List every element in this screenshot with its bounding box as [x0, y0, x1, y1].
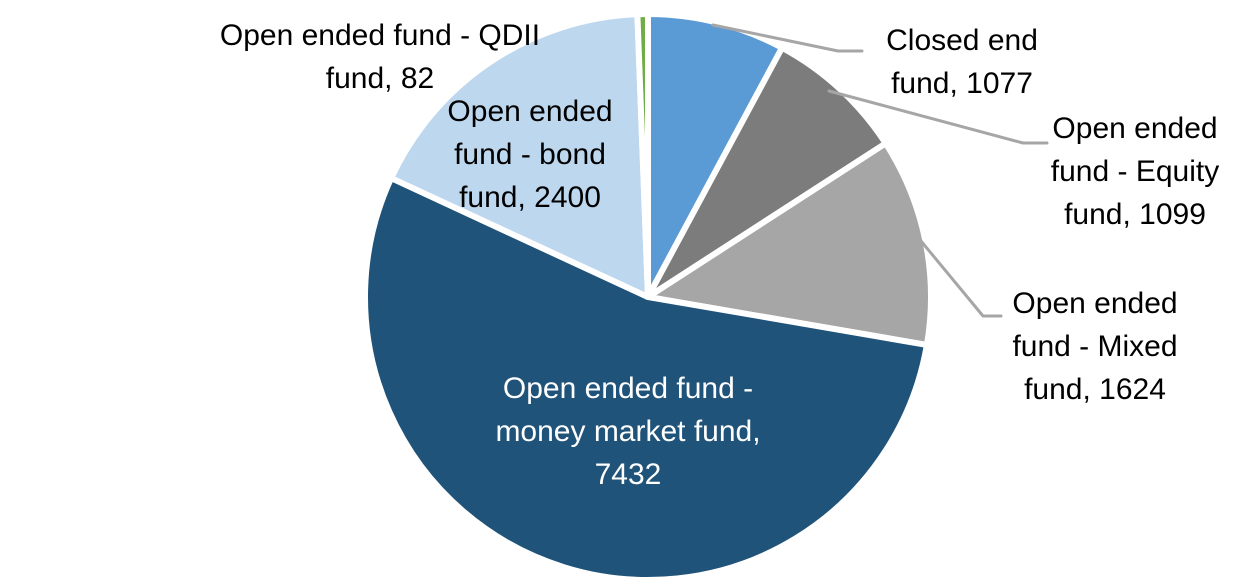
pie-slices [362, 11, 934, 583]
pie-slice-open-ended-fund-mixed-fund [645, 140, 934, 348]
data-label-line: fund - Mixed [1012, 330, 1178, 363]
data-label-line: fund, 1099 [1064, 198, 1206, 231]
leader-line-mixed-fund [919, 239, 1003, 318]
data-label-line: fund - Equity [1050, 155, 1220, 188]
data-label-mixed-fund: Open ended fund - Mixed fund, 1624 [1012, 282, 1177, 411]
data-label-line: 7432 [594, 458, 662, 491]
data-label-closed-end-fund: Closed end fund, 1077 [886, 19, 1038, 105]
pie-slice-open-ended-fund-money-market-fund [362, 175, 930, 583]
data-label-line: money market fund, [495, 415, 761, 448]
data-label-line: Open ended [1052, 112, 1218, 145]
pie-slice-open-ended-fund-bond-fund [388, 11, 651, 300]
data-label-line: fund, 82 [325, 62, 435, 95]
data-label-line: Open ended fund - [502, 372, 754, 405]
data-label-line: Closed end [886, 24, 1038, 57]
data-label-equity-fund: Open ended fund - Equity fund, 1099 [1051, 107, 1219, 236]
data-label-money-market-fund: Open ended fund - money market fund, 743… [495, 367, 760, 496]
leader-line-closed-end-fund [711, 23, 864, 53]
pie-slice-open-ended-fund-qdii-fund [634, 11, 651, 300]
pie-slice-open-ended-fund-equity-fund [645, 44, 889, 300]
leader-line-equity-fund [827, 89, 1049, 145]
data-label-line: fund - bond [454, 138, 606, 171]
data-label-bond-fund: Open ended fund - bond fund, 2400 [447, 90, 612, 219]
data-label-qdii-fund: Open ended fund - QDII fund, 82 [220, 14, 540, 100]
data-label-line: Open ended [1012, 287, 1178, 320]
data-label-line: fund, 2400 [459, 181, 601, 214]
data-label-line: fund, 1077 [891, 67, 1033, 100]
pie-slice-closed-end-fund [645, 11, 786, 300]
data-label-line: fund, 1624 [1024, 373, 1166, 406]
data-label-line: Open ended [447, 95, 613, 128]
leader-lines [711, 23, 1049, 318]
data-label-line: Open ended fund - QDII [219, 19, 541, 52]
